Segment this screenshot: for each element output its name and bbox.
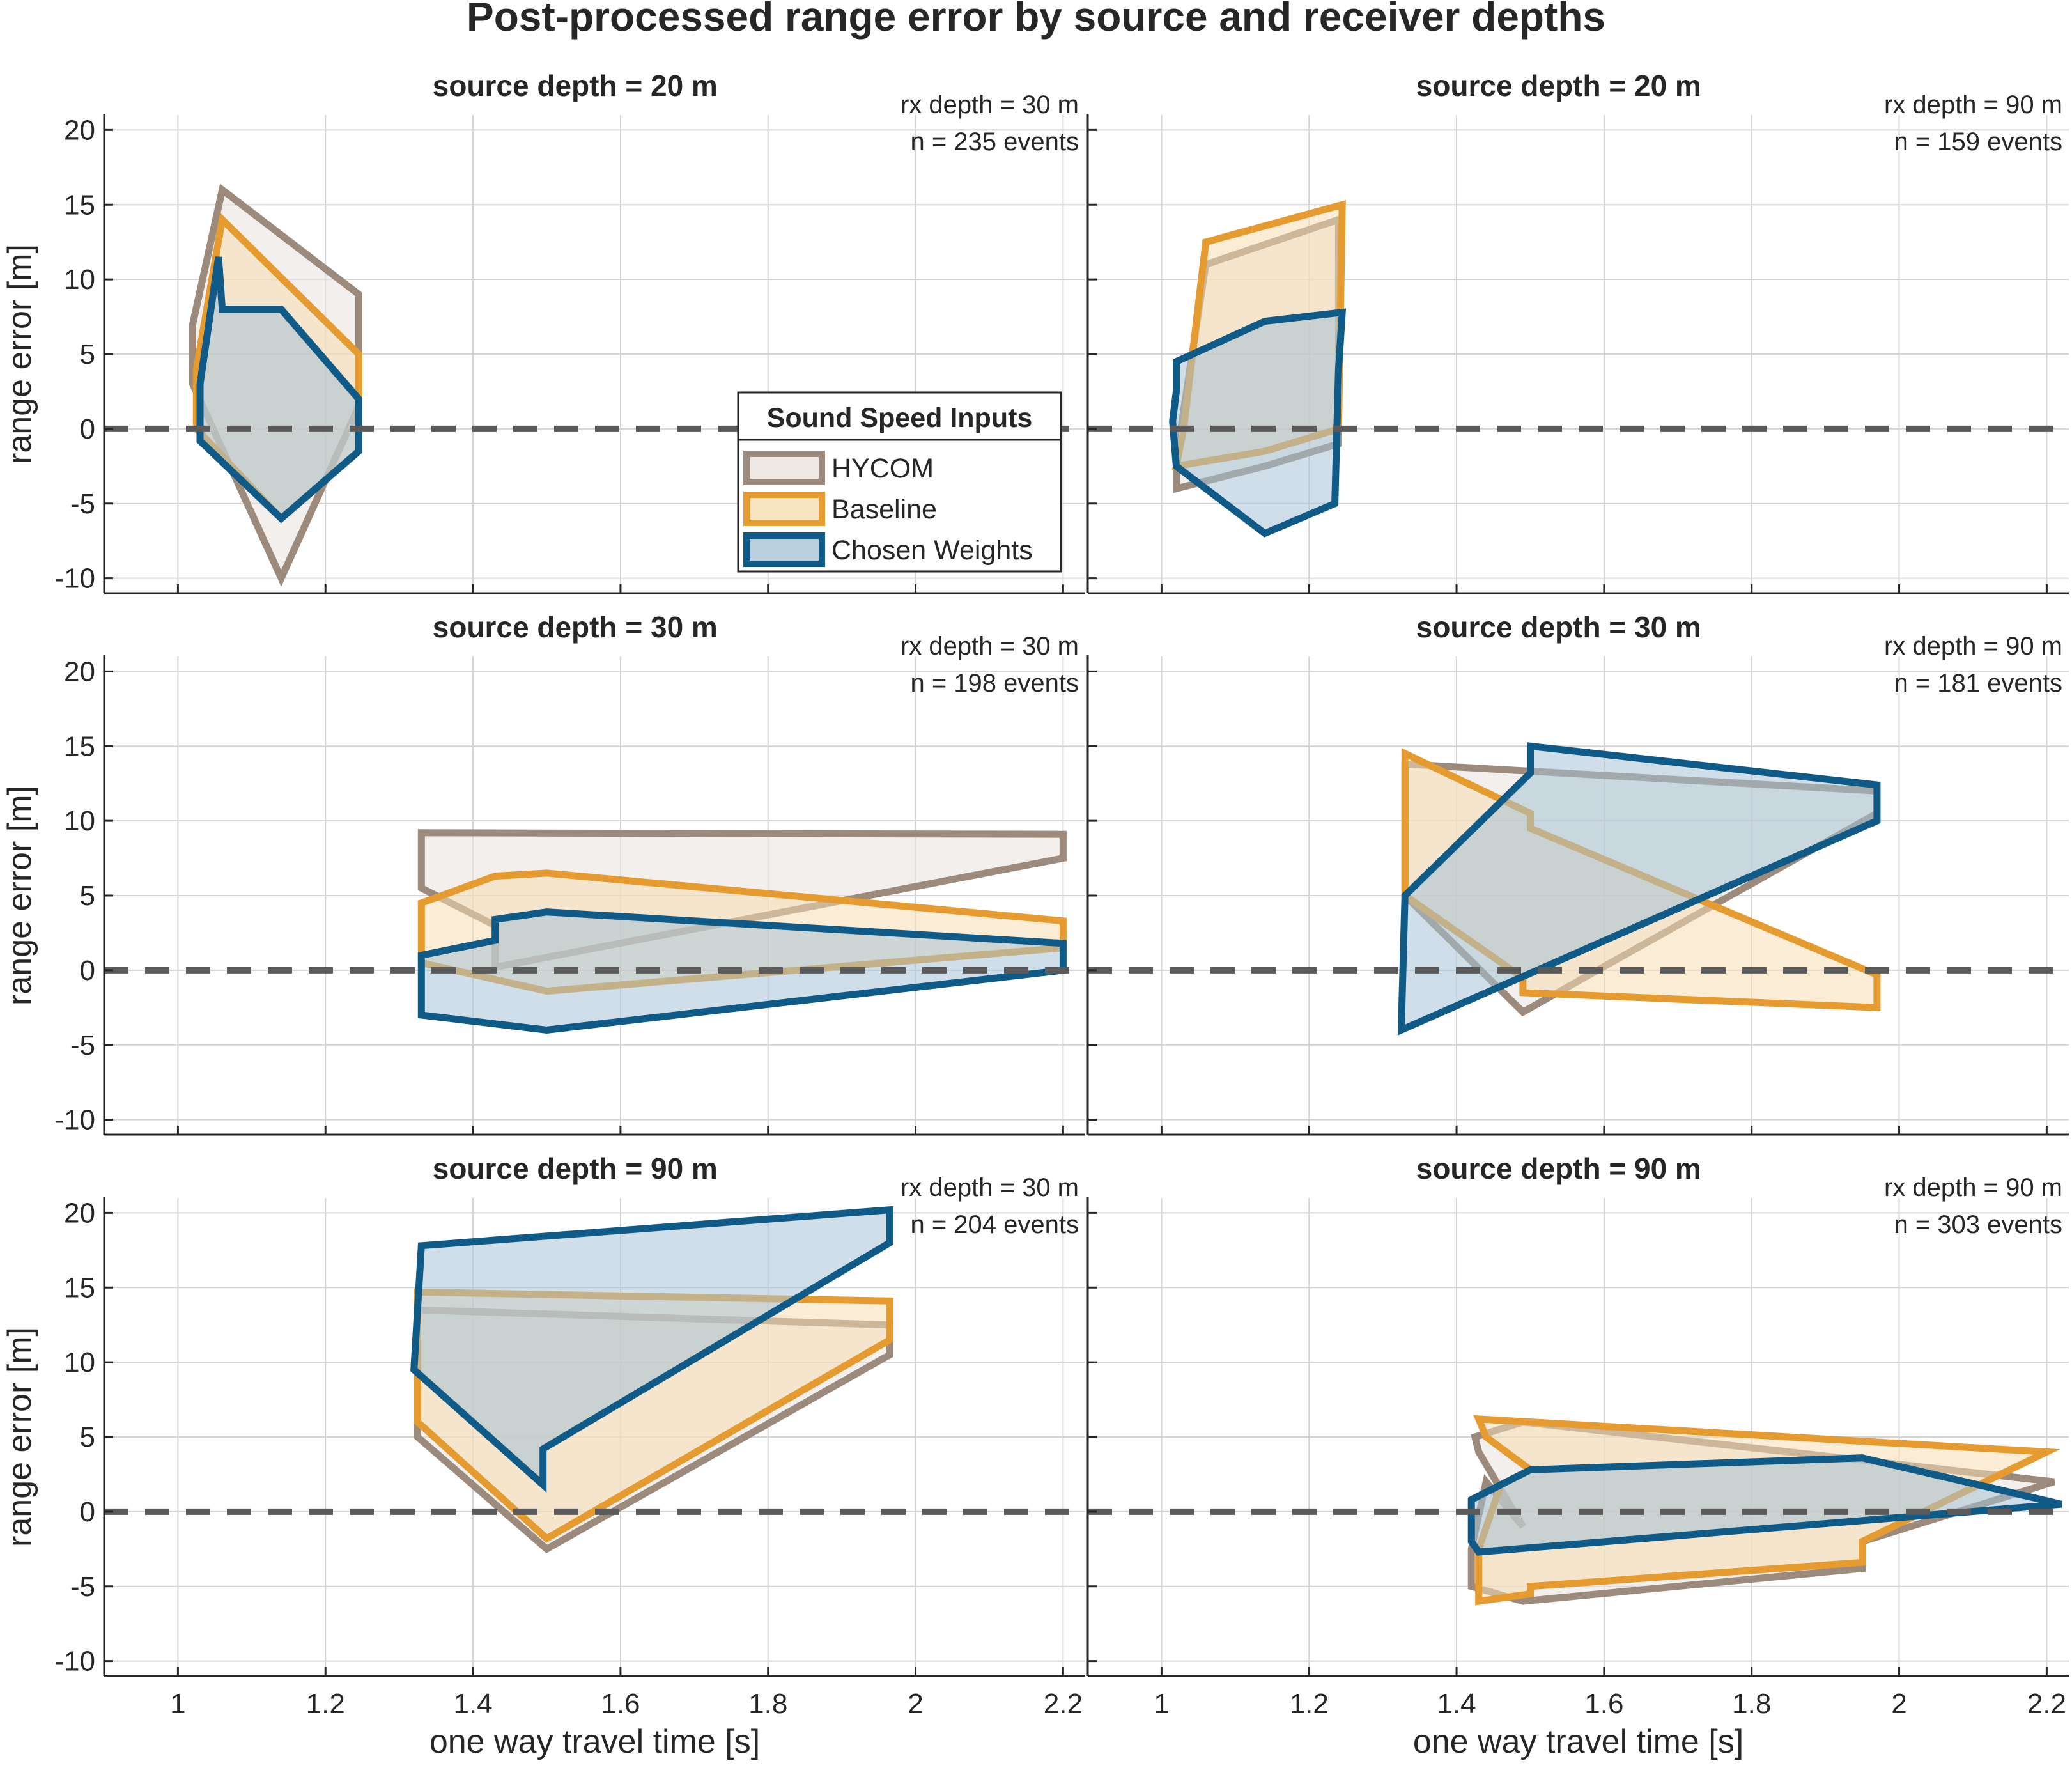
y-tick-label: 10 [64, 805, 95, 837]
y-axis-label: range error [m] [1, 1327, 38, 1547]
x-tick-label: 1.4 [1437, 1688, 1476, 1720]
series-polygon-chosen-weights [410, 1206, 893, 1493]
series-polygon-chosen-weights [417, 908, 1067, 1034]
subplot-annotation: n = 181 events [1894, 669, 2062, 697]
subplot-title: source depth = 30 m [433, 610, 718, 644]
series-polygon-chosen-weights [1467, 1454, 2062, 1556]
gridlines [104, 115, 1085, 593]
x-tick-label: 1.8 [1732, 1688, 1771, 1720]
x-tick-label: 2 [1891, 1688, 1906, 1720]
legend-swatch [743, 532, 825, 567]
subplot-annotation: n = 303 events [1894, 1211, 2062, 1239]
series-polygons [410, 1206, 893, 1554]
series-polygon-chosen-weights [1397, 742, 1881, 1036]
y-tick-label: 15 [64, 731, 95, 762]
series-polygons [417, 829, 1067, 1034]
subplot-annotation: rx depth = 90 m [1884, 632, 2062, 660]
x-tick-label: 1.6 [1584, 1688, 1623, 1720]
figure-title: Post-processed range error by source and… [467, 0, 1605, 40]
x-tick-label: 2.2 [2027, 1688, 2066, 1720]
gridlines [1088, 656, 2069, 1135]
y-tick-label: 20 [64, 656, 95, 687]
y-axis-label: range error [m] [1, 786, 38, 1005]
x-tick-label: 1.6 [601, 1688, 640, 1720]
y-tick-label: -10 [54, 1646, 95, 1677]
subplot-title: source depth = 90 m [1416, 1152, 1701, 1185]
subplot-annotation: rx depth = 30 m [901, 91, 1079, 119]
subplot-annotation: rx depth = 90 m [1884, 1174, 2062, 1202]
series-polygons [1169, 200, 1347, 538]
gridlines [1088, 1198, 2069, 1676]
x-tick-label: 1.2 [306, 1688, 345, 1720]
legend: Sound Speed Inputs HYCOM Baseline Chosen We… [737, 391, 1062, 573]
y-tick-label: -10 [54, 1105, 95, 1136]
legend-entry-label: Chosen Weights [831, 535, 1033, 566]
y-tick-label: 5 [80, 339, 95, 370]
y-tick-label: -5 [70, 1030, 95, 1061]
x-axis-label: one way travel time [s] [429, 1723, 760, 1760]
legend-swatch [743, 451, 825, 485]
y-tick-label: 10 [64, 1347, 95, 1378]
y-tick-label: 20 [64, 114, 95, 146]
subplot-annotation: n = 235 events [910, 128, 1079, 156]
legend-title: Sound Speed Inputs [767, 403, 1033, 433]
subplot-2: source depth = 20 m rx depth = 90 m n = 15… [1086, 69, 2069, 594]
series-polygon-chosen-weights [1169, 308, 1347, 538]
y-tick-label: 10 [64, 264, 95, 295]
y-tick-label: -5 [70, 1571, 95, 1603]
x-tick-label: 1 [1154, 1688, 1169, 1720]
x-tick-label: 2 [908, 1688, 923, 1720]
y-tick-label: 20 [64, 1197, 95, 1229]
subplot-title: source depth = 20 m [1416, 69, 1701, 102]
subplot-title: source depth = 30 m [1416, 610, 1701, 644]
x-tick-label: 2.2 [1044, 1688, 1083, 1720]
subplot-annotation: rx depth = 30 m [901, 1174, 1079, 1202]
x-tick-label: 1.4 [453, 1688, 492, 1720]
x-tick-label: 1.2 [1290, 1688, 1329, 1720]
subplot-annotation: rx depth = 30 m [901, 632, 1079, 660]
x-tick-label: 1.8 [748, 1688, 787, 1720]
y-axis-label: range error [m] [1, 244, 38, 464]
subplot-4: source depth = 30 m rx depth = 90 m n = 18… [1086, 610, 2069, 1136]
y-tick-label: -5 [70, 488, 95, 520]
subplot-annotation: n = 204 events [910, 1211, 1079, 1239]
y-tick-label: 15 [64, 1272, 95, 1303]
legend-swatch [743, 492, 825, 526]
y-tick-label: -10 [54, 563, 95, 594]
subplot-annotation: rx depth = 90 m [1884, 91, 2062, 119]
subplot-5: 20 15 10 5 0 -5 -10 1 1.2 1.4 1.6 1.8 2 2.2 source dep… [1, 1152, 1085, 1760]
y-tick-label: 0 [80, 414, 95, 445]
x-tick-label: 1 [170, 1688, 185, 1720]
subplot-annotation: n = 159 events [1894, 128, 2062, 156]
series-polygon-chosen-weights [196, 256, 362, 524]
subplot-title: source depth = 20 m [433, 69, 718, 102]
subplot-annotation: n = 198 events [910, 669, 1079, 697]
legend-entry-label: HYCOM [831, 453, 934, 484]
subplot-title: source depth = 90 m [433, 1152, 718, 1185]
subplot-3: 20 15 10 5 0 -5 -10 source depth = 30 m rx depth… [1, 610, 1085, 1136]
subplot-6: 1 1.2 1.4 1.6 1.8 2 2.2 source depth = 90 m rx d… [1086, 1152, 2069, 1760]
y-tick-label: 0 [80, 955, 95, 986]
x-axis-label: one way travel time [s] [1413, 1723, 1743, 1760]
y-tick-label: 15 [64, 189, 95, 221]
y-tick-label: 5 [80, 880, 95, 912]
y-tick-label: 5 [80, 1422, 95, 1453]
y-tick-label: 0 [80, 1496, 95, 1528]
legend-entry-label: Baseline [831, 494, 937, 525]
series-polygons [1397, 742, 1881, 1036]
subplot-1: 20 15 10 5 0 -5 -10 source depth = 20 m rx depth… [1, 69, 1085, 594]
